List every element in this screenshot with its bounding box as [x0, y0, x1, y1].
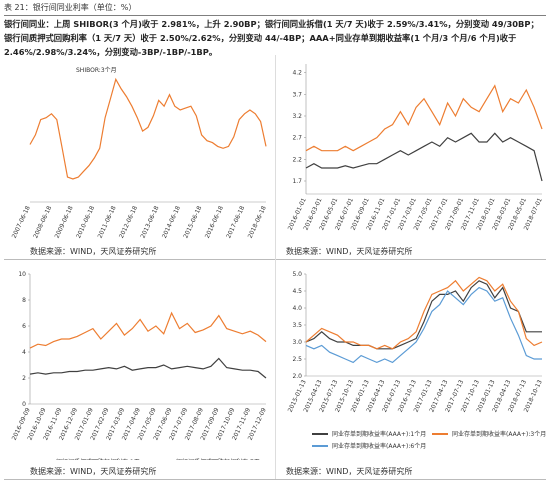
y-tick-label: 2.2: [292, 156, 302, 163]
y-tick-label: 0: [22, 401, 26, 408]
x-tick-label: 2018-06-18: [247, 205, 268, 240]
y-tick-label: 3.5: [292, 322, 302, 329]
y-tick-label: 2.0: [292, 373, 302, 380]
legend-label: 同业存单到期收益率(AAA+):1个月: [332, 430, 426, 438]
line-series: [29, 311, 267, 349]
y-tick-label: 3.0: [292, 339, 302, 346]
x-tick-label: 2012-06-18: [118, 205, 139, 240]
y-tick-label: 2.7: [292, 135, 302, 142]
legend-label: 同业存单到期收益率(AAA+):3个月: [452, 430, 546, 438]
x-tick-label: 2017-06-18: [225, 205, 246, 240]
x-tick-label: 2015-06-18: [182, 205, 203, 240]
y-tick-label: 4.2: [292, 70, 302, 77]
y-tick-label: 5.0: [292, 271, 302, 278]
y-tick-label: 4: [22, 349, 26, 356]
y-tick-label: 1.7: [292, 178, 302, 185]
chart-title: SHIBOR:3个月: [76, 67, 117, 74]
legend-label: 同业存单到期收益率(AAA+):6个月: [332, 442, 426, 450]
line-series: [29, 77, 267, 180]
y-tick-label: 3.7: [292, 91, 302, 98]
y-tick-label: 4.5: [292, 288, 302, 295]
line-series: [29, 357, 267, 379]
chart: 02468102016-09-092016-10-092016-11-09201…: [11, 271, 268, 460]
y-tick-label: 6: [22, 323, 26, 330]
table-caption: 表 21：银行间同业利率（单位：%）: [4, 2, 546, 16]
y-tick-label: 8: [22, 297, 26, 304]
x-tick-label: 2010-06-18: [75, 205, 96, 240]
x-tick-label: 2007-06-18: [11, 205, 32, 240]
y-tick-label: 4.0: [292, 305, 302, 312]
y-tick-label: 10: [18, 271, 26, 278]
source-note: 数据来源：WIND，天风证券研究所: [30, 467, 157, 476]
y-tick-label: 2: [22, 375, 26, 382]
line-series: [305, 276, 543, 350]
y-tick-label: 3.2: [292, 113, 302, 120]
line-series: [305, 84, 543, 152]
separator: [275, 55, 276, 479]
separator: [4, 479, 546, 480]
summary-paragraph: 银行间同业：上周 SHIBOR(3 个月)收于 2.981%，上升 2.90BP…: [4, 19, 539, 57]
legend-label: 银行间质押式回购加权利率:7天: [176, 458, 260, 460]
source-note: 数据来源：WIND，天风证券研究所: [286, 467, 413, 476]
x-tick-label: 2011-06-18: [97, 205, 118, 240]
line-series: [305, 286, 542, 364]
chart: 2007-06-18 2008-06-18 2009-06-18 2010-06-18…: [11, 67, 268, 240]
x-tick-label: 2014-06-18: [161, 205, 182, 240]
line-series: [305, 132, 543, 182]
source-note: 数据来源：WIND，天风证券研究所: [286, 247, 413, 256]
legend-label: 银行间质押式回购加权利率:1天: [56, 458, 140, 460]
y-tick-label: 2.5: [292, 356, 302, 363]
chart: 1.72.22.73.23.74.22016-01-012016-03-0120…: [287, 64, 544, 231]
x-tick-label: 2009-06-18: [54, 205, 75, 240]
x-tick-label: 2016-06-18: [204, 205, 225, 240]
x-tick-label: 2008-06-18: [32, 205, 53, 240]
chart: 2.02.53.03.54.04.55.02015-01-132015-04-1…: [287, 271, 546, 450]
source-note: 数据来源：WIND，天风证券研究所: [30, 247, 157, 256]
x-tick-label: 2013-06-18: [139, 205, 160, 240]
